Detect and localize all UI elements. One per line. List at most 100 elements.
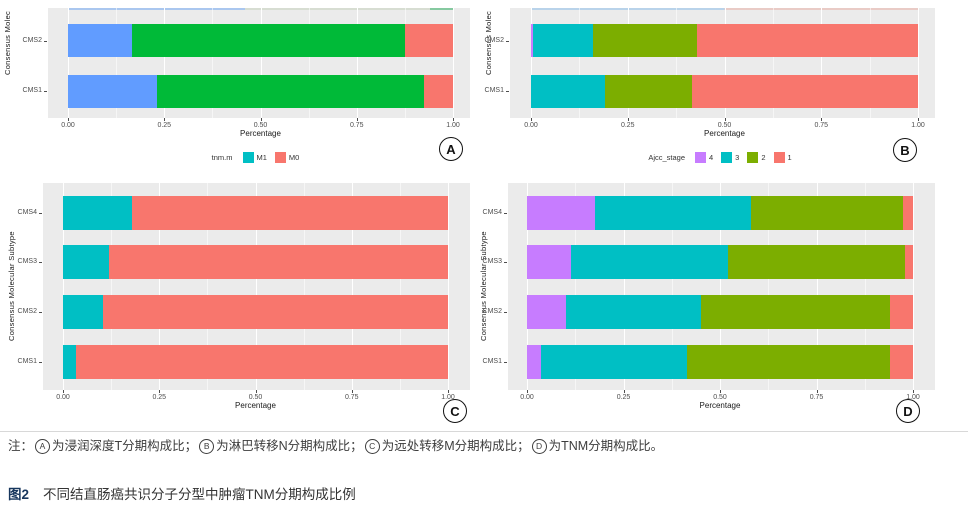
x-tick-mark — [159, 390, 161, 393]
gridline-major — [255, 183, 257, 390]
gridline-minor — [671, 183, 673, 390]
bar-segment-s3 — [592, 24, 698, 57]
x-tick-label: 1.00 — [446, 122, 460, 129]
gridline-major — [260, 8, 262, 118]
x-tick-label: 0.50 — [248, 394, 263, 401]
y-tick-mark — [39, 362, 42, 363]
note-prefix: 注： — [8, 439, 34, 453]
legend-item-1: 1 — [773, 152, 792, 163]
chart-D-x-axis-title: Percentage — [699, 401, 741, 410]
y-tick-mark — [39, 262, 42, 263]
gridline-major — [448, 183, 449, 390]
gridline-minor — [575, 183, 577, 390]
bar-segment-s3 — [424, 74, 453, 108]
gridline-minor — [308, 8, 310, 118]
gridline-minor — [303, 183, 305, 390]
note-text: 为TNM分期构成比。 — [548, 439, 664, 453]
bar-segment-s1 — [531, 24, 533, 57]
y-tick-mark — [39, 312, 42, 313]
bar-segment-1 — [903, 196, 913, 230]
chart-C-x-axis-title: Percentage — [235, 401, 276, 410]
gridline-minor — [116, 8, 118, 118]
bar-segment-s4 — [697, 24, 918, 57]
legend-item-4: 4 — [695, 152, 713, 163]
bar-segment-1 — [905, 245, 913, 279]
bar-segment-s3 — [404, 24, 453, 57]
legend-item-M0: M0 — [274, 152, 300, 163]
circled-letter-C: C — [364, 438, 380, 454]
bar-segment-M1 — [63, 295, 104, 329]
x-tick-mark — [918, 118, 919, 121]
y-tick-mark — [506, 91, 509, 92]
gridline-major — [913, 183, 914, 390]
x-tick-label: 1.00 — [441, 394, 455, 401]
y-axis-label: CMS1 — [482, 358, 502, 365]
x-tick-mark — [453, 118, 454, 121]
bar-segment-M0 — [109, 245, 448, 279]
x-tick-label: 0.25 — [620, 122, 635, 129]
x-tick-mark — [623, 390, 625, 393]
bar-segment-2 — [750, 196, 904, 230]
bar-segment-4 — [527, 345, 541, 379]
gridline-major — [627, 8, 629, 118]
x-tick-mark — [164, 118, 166, 121]
legend-label: M0 — [288, 153, 300, 162]
bar-segment-3 — [571, 245, 728, 279]
gridline-major — [453, 8, 454, 118]
gridline-major — [623, 183, 625, 390]
legend-swatch — [747, 152, 759, 163]
y-tick-mark — [504, 362, 507, 363]
bar-segment-s2 — [156, 74, 425, 108]
panel-badge-A: A — [439, 137, 463, 161]
figure-caption: 图2 不同结直肠癌共识分子分型中肿瘤TNM分期构成比例 — [8, 483, 356, 503]
circled-letter-D: D — [531, 438, 547, 454]
y-axis-label: CMS1 — [484, 87, 504, 94]
gridline-major — [527, 183, 528, 390]
bar-segment-M1 — [63, 345, 77, 379]
x-tick-label: 0.00 — [61, 122, 75, 129]
gridline-minor — [768, 183, 770, 390]
y-tick-mark — [44, 91, 47, 92]
bar-CMS3 — [527, 245, 913, 279]
panel-badge-D: D — [896, 399, 920, 423]
gridline-minor — [579, 8, 581, 118]
x-tick-mark — [255, 390, 257, 393]
x-tick-label: 0.00 — [524, 122, 538, 129]
bar-segment-1 — [889, 295, 913, 329]
x-tick-label: 0.25 — [616, 394, 631, 401]
y-axis-label: CMS3 — [17, 258, 37, 265]
x-tick-label: 1.00 — [906, 394, 920, 401]
y-tick-mark — [504, 213, 507, 214]
x-tick-label: 0.25 — [157, 122, 172, 129]
panel-badge-C: C — [443, 399, 467, 423]
bar-CMS1 — [527, 345, 913, 379]
note-text: 为远处转移M分期构成比； — [381, 439, 530, 453]
bar-segment-4 — [527, 295, 566, 329]
y-axis-label: CMS1 — [22, 87, 42, 94]
y-axis-label: CMS2 — [482, 308, 502, 315]
legend-ajcc-stage: Ajcc_stage 4 3 2 1 — [527, 150, 913, 165]
note-text: 为浸润深度T分期构成比； — [52, 439, 198, 453]
chart-C-plot-area — [43, 183, 470, 390]
bar-segment-2 — [687, 345, 890, 379]
legend-label: 1 — [787, 153, 792, 162]
gridline-major — [356, 8, 358, 118]
panel-badge-B: B — [893, 138, 917, 162]
x-tick-mark — [351, 390, 353, 393]
x-tick-mark — [63, 390, 64, 393]
x-tick-mark — [724, 118, 726, 121]
legend-swatch — [721, 152, 733, 163]
legend-tnm-m-title: tnm.m — [211, 153, 233, 162]
bar-segment-M0 — [132, 196, 448, 230]
gridline-minor — [864, 183, 866, 390]
chart-B-x-axis-title: Percentage — [704, 129, 745, 138]
bar-CMS3 — [63, 245, 448, 279]
bar-segment-s2 — [131, 24, 405, 57]
x-tick-mark — [527, 390, 528, 393]
bar-segment-s1 — [68, 24, 132, 57]
chart-A-plot-area — [48, 8, 470, 118]
legend-item-M1: M1 — [242, 152, 267, 163]
x-tick-mark — [260, 118, 262, 121]
bar-segment-M1 — [63, 196, 133, 230]
